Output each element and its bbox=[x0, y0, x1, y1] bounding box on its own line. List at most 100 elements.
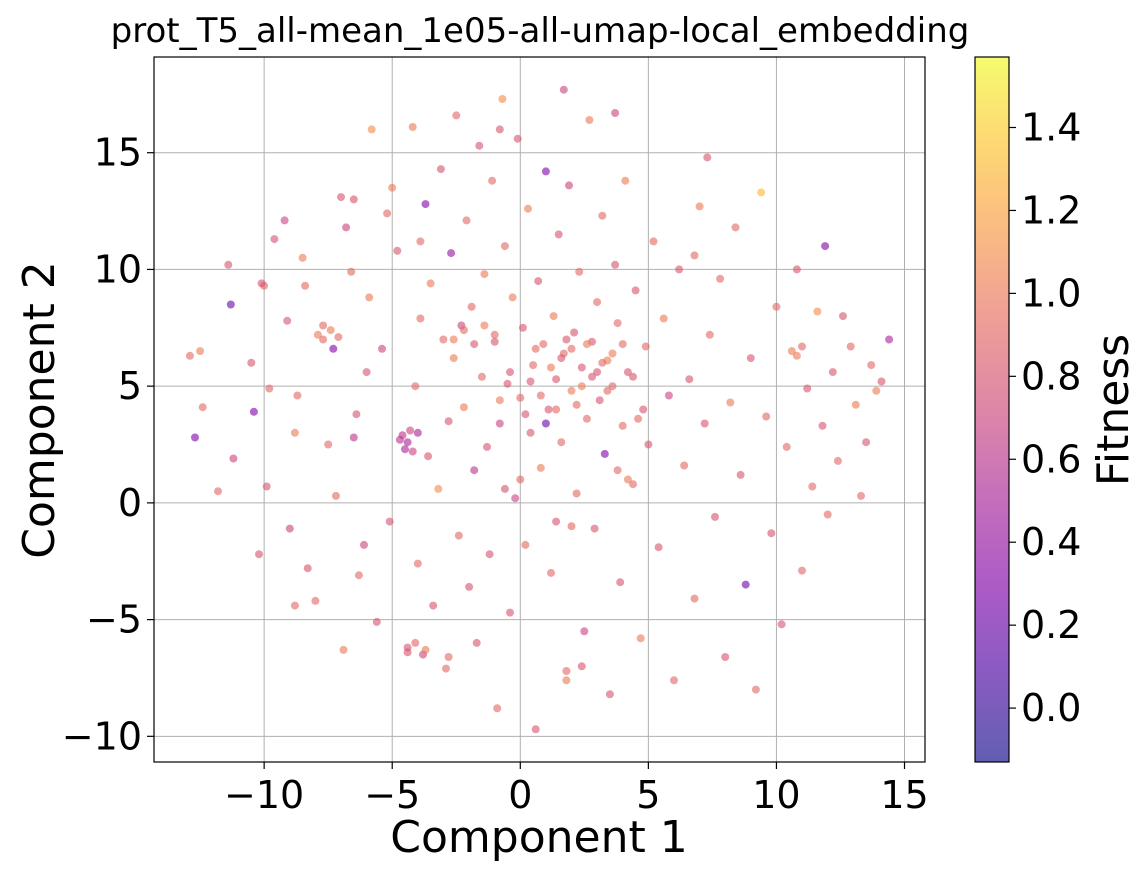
scatter-point bbox=[360, 540, 368, 549]
scatter-point bbox=[552, 375, 561, 384]
scatter-point bbox=[536, 391, 545, 400]
scatter-point bbox=[444, 417, 453, 426]
scatter-point bbox=[324, 440, 333, 449]
scatter-point bbox=[585, 116, 594, 124]
scatter-point bbox=[562, 335, 571, 344]
scatter-point bbox=[339, 645, 348, 654]
scatter-point bbox=[541, 167, 550, 176]
scatter-point bbox=[598, 211, 607, 220]
scatter-point bbox=[454, 531, 463, 540]
scatter-point bbox=[349, 195, 358, 204]
scatter-point bbox=[600, 449, 609, 458]
scatter-point bbox=[821, 242, 830, 251]
scatter-point bbox=[495, 419, 504, 428]
scatter-point bbox=[490, 337, 499, 346]
scatter-point bbox=[711, 512, 719, 521]
scatter-point bbox=[675, 265, 684, 274]
scatter-point bbox=[424, 452, 433, 461]
scatter-point bbox=[798, 566, 806, 575]
scatter-point bbox=[721, 653, 730, 661]
scatter-point bbox=[411, 382, 420, 391]
scatter-point bbox=[337, 193, 345, 202]
y-tick-label: −10 bbox=[62, 714, 142, 758]
scatter-point bbox=[500, 242, 509, 251]
scatter-point bbox=[695, 202, 704, 211]
chart-title: prot_T5_all-mean_1e05-all-umap-local_emb… bbox=[111, 11, 970, 51]
y-tick-label: 0 bbox=[118, 481, 142, 525]
scatter-point bbox=[613, 319, 622, 328]
scatter-point bbox=[319, 321, 328, 330]
scatter-point bbox=[477, 372, 486, 381]
scatter-point bbox=[408, 447, 417, 456]
x-tick-label: −5 bbox=[364, 773, 420, 817]
scatter-point bbox=[885, 335, 894, 344]
plot-frame bbox=[153, 56, 926, 763]
scatter-point bbox=[265, 384, 274, 393]
scatter-point bbox=[313, 330, 322, 339]
scatter-point bbox=[526, 428, 535, 437]
scatter-point bbox=[480, 270, 489, 279]
y-tick-label: 10 bbox=[94, 247, 142, 291]
scatter-point bbox=[526, 377, 535, 386]
scatter-point bbox=[818, 421, 827, 430]
scatter-point bbox=[562, 676, 571, 685]
scatter-point bbox=[611, 260, 620, 269]
scatter-point bbox=[393, 246, 402, 255]
x-axis: −10 −5 0 5 10 15 bbox=[224, 762, 929, 817]
scatter-point bbox=[401, 445, 409, 454]
scatter-point bbox=[329, 344, 338, 353]
x-tick-label: −10 bbox=[224, 773, 304, 817]
scatter-point bbox=[634, 414, 643, 423]
scatter-point bbox=[270, 235, 279, 244]
scatter-point bbox=[582, 414, 591, 423]
scatter-point bbox=[436, 165, 445, 174]
scatter-point bbox=[342, 223, 351, 232]
scatter-point bbox=[787, 347, 796, 356]
scatter-point bbox=[439, 335, 448, 344]
scatter-point bbox=[541, 419, 550, 428]
scatter-point bbox=[833, 456, 842, 465]
colorbar-tick-label: 0.6 bbox=[1021, 437, 1081, 481]
scatter-point bbox=[782, 442, 791, 451]
scatter-point bbox=[224, 260, 233, 269]
scatter-point bbox=[303, 564, 312, 573]
scatter-point bbox=[798, 342, 806, 351]
scatter-point bbox=[534, 277, 543, 286]
scatter-point bbox=[255, 550, 263, 559]
scatter-point bbox=[293, 391, 302, 400]
scatter-point bbox=[605, 690, 614, 699]
scatter-point bbox=[283, 316, 292, 325]
scatter-point bbox=[421, 645, 430, 654]
scatter-point bbox=[413, 559, 422, 568]
scatter-point bbox=[608, 349, 617, 358]
scatter-point bbox=[547, 568, 555, 577]
scatter-point bbox=[493, 704, 502, 713]
scatter-point bbox=[716, 274, 725, 283]
scatter-point bbox=[416, 314, 425, 323]
colorbar-tick-label: 0.4 bbox=[1021, 520, 1081, 564]
scatter-points bbox=[185, 85, 894, 734]
scatter-point bbox=[598, 358, 607, 367]
grid-lines bbox=[154, 57, 925, 762]
scatter-point bbox=[490, 330, 499, 339]
scatter-point bbox=[608, 382, 617, 391]
scatter-point bbox=[867, 361, 876, 370]
scatter-point bbox=[467, 302, 476, 311]
scatter-point bbox=[631, 286, 640, 295]
scatter-point bbox=[403, 648, 412, 657]
scatter-point bbox=[746, 354, 755, 363]
scatter-point bbox=[593, 368, 602, 377]
scatter-point bbox=[257, 279, 266, 288]
scatter-point bbox=[595, 396, 604, 405]
scatter-point bbox=[792, 265, 801, 274]
scatter-point bbox=[459, 326, 468, 335]
scatter-point bbox=[690, 251, 699, 260]
scatter-point bbox=[559, 85, 568, 94]
scatter-point bbox=[851, 400, 860, 409]
scatter-point bbox=[577, 662, 586, 671]
colorbar-gradient bbox=[975, 57, 1009, 762]
scatter-point bbox=[531, 725, 540, 734]
scatter-point bbox=[511, 494, 520, 503]
scatter-point bbox=[411, 638, 420, 647]
